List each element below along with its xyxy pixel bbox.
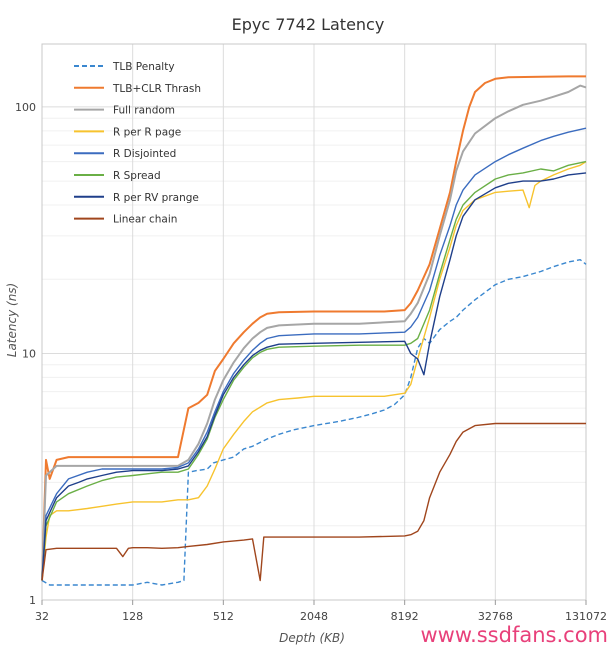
x-tick-label: 32: [35, 610, 49, 623]
legend: TLB Penalty TLB+CLR Thrash Full random R pe…: [74, 61, 201, 226]
x-tick-label: 2048: [300, 610, 328, 623]
legend-label: Full random: [113, 105, 175, 117]
y-axis-ticks: 1 10 100: [15, 101, 36, 607]
legend-label: R Disjointed: [113, 148, 176, 160]
x-tick-label: 131072: [565, 610, 607, 623]
legend-label: R per RV prange: [113, 192, 199, 204]
y-axis-title: Latency (ns): [5, 283, 19, 357]
x-tick-label: 8192: [391, 610, 419, 623]
series-line-r-spread: [41, 160, 587, 581]
legend-label: R per R page: [113, 126, 181, 138]
y-tick-label: 1: [29, 594, 36, 607]
watermark-text: www.ssdfans.com: [420, 623, 608, 647]
x-axis-ticks: 32 128 512 2048 8192 32768 131072: [35, 600, 607, 623]
series-line-r-per-rv-prange: [41, 172, 587, 581]
x-tick-label: 32768: [478, 610, 513, 623]
series-line-r-per-r-page: [41, 161, 587, 581]
y-tick-label: 10: [22, 347, 36, 360]
grid-lines: [41, 44, 587, 601]
series-line-tlb-clr-thrash: [41, 75, 586, 581]
series-lines: [41, 75, 587, 586]
legend-label: TLB Penalty: [112, 61, 175, 73]
legend-label: TLB+CLR Thrash: [112, 83, 201, 95]
x-tick-label: 512: [213, 610, 234, 623]
legend-label: Linear chain: [113, 214, 177, 226]
series-line-full-random: [41, 84, 587, 581]
x-axis-title: Depth (KB): [279, 631, 345, 645]
y-tick-label: 100: [15, 101, 36, 114]
series-line-r-disjointed: [41, 127, 587, 581]
series-line-tlb-penalty: [41, 259, 587, 586]
chart-title: Epyc 7742 Latency: [232, 15, 385, 34]
series-line-linear-chain: [41, 422, 586, 582]
x-tick-label: 128: [122, 610, 143, 623]
legend-label: R Spread: [113, 170, 161, 182]
